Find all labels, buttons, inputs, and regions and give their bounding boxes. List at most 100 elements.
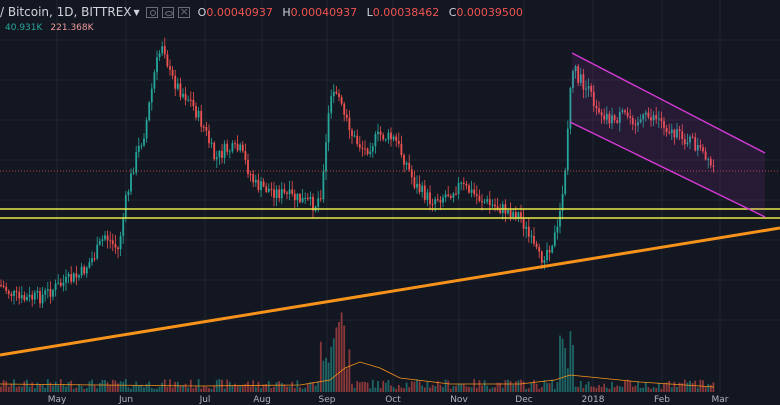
volume-bar [249, 386, 252, 392]
volume-bar [431, 384, 434, 392]
volume-bar [195, 386, 197, 392]
candle-body [247, 159, 249, 175]
volume-bar [291, 381, 294, 392]
ohlc-key: H [282, 5, 291, 19]
candle-body [327, 113, 330, 143]
volume-bar [361, 381, 364, 392]
candle-body [166, 54, 169, 67]
candle-body [124, 194, 127, 218]
candle-body [299, 194, 301, 203]
candle-body [455, 193, 457, 195]
trend-line[interactable] [0, 226, 780, 357]
volume-ma-line [0, 361, 715, 388]
volume-bar [140, 384, 143, 392]
volume-bar [457, 384, 460, 392]
volume-bar [254, 386, 257, 392]
candle-body [605, 113, 608, 120]
channel-upper-line[interactable] [571, 52, 766, 154]
volume-bar [566, 368, 569, 392]
volume-bar [49, 382, 52, 392]
volume-bar [678, 382, 681, 392]
candle-body [184, 93, 187, 101]
candle-body [111, 240, 114, 244]
candle-body [460, 182, 463, 184]
candlesticks [0, 37, 715, 308]
candle-body [49, 289, 52, 297]
chart-header: / Bitcoin, 1D, BITTREX ▼ O0.00040937 H0.… [0, 4, 529, 20]
candle-body [709, 158, 712, 166]
eye-icon[interactable] [161, 6, 174, 18]
volume-bar [462, 383, 465, 392]
candle-body [507, 210, 509, 214]
settings-icon[interactable] [145, 6, 158, 18]
candle-body [366, 148, 369, 155]
volume-bar [132, 385, 135, 392]
volume-bar [301, 388, 304, 392]
candle-body [660, 118, 663, 122]
candle-body [0, 285, 2, 286]
volume-bar [104, 380, 106, 392]
candle-body [2, 285, 5, 287]
volume-bar [322, 360, 325, 392]
volume-bar [561, 338, 564, 392]
volume-bar [403, 388, 405, 392]
volume-bar [496, 382, 499, 392]
candle-body [639, 119, 642, 123]
candle-body [564, 170, 567, 194]
candle-body [309, 196, 312, 200]
volume-bar [670, 387, 673, 392]
candle-body [392, 136, 395, 140]
volume-bar [595, 387, 598, 392]
volume-bar [83, 388, 86, 392]
channel-fill [570, 53, 765, 217]
channel-lower-line[interactable] [569, 121, 766, 218]
candle-body [78, 275, 80, 278]
volume-bar [267, 381, 270, 392]
candle-body [488, 199, 491, 206]
volume-bar [582, 387, 585, 392]
volume-bar [447, 380, 450, 392]
candle-body [548, 250, 551, 253]
candle-body [241, 144, 244, 152]
volume-bar [96, 388, 99, 392]
candle-body [23, 295, 26, 300]
candle-body [670, 129, 673, 134]
candle-body [119, 235, 122, 250]
candle-body [127, 191, 130, 195]
volume-bar [465, 386, 468, 392]
volume-bar [182, 385, 184, 392]
ohlc-key: C [448, 5, 457, 19]
volume-bar [278, 381, 281, 392]
candle-body [577, 66, 580, 83]
candle-body [348, 117, 351, 131]
volume-bar [548, 383, 551, 392]
close-icon[interactable] [177, 5, 190, 18]
volume-bar [72, 388, 75, 392]
volume-bar [371, 379, 374, 392]
candle-body [208, 130, 210, 144]
candle-body [335, 91, 338, 94]
candle-body [590, 86, 593, 92]
volume-bar [23, 381, 26, 392]
candle-body [478, 195, 481, 201]
candle-body [530, 235, 533, 237]
volume-bar [509, 381, 512, 392]
volume-bar [26, 379, 28, 392]
volume-bar [345, 368, 348, 392]
chevron-down-icon[interactable]: ▼ [133, 7, 140, 17]
symbol-label[interactable]: / Bitcoin, 1D, BITTREX [0, 5, 132, 19]
volume-bar [210, 388, 213, 392]
volume-bar [332, 338, 335, 392]
volume-bar [119, 381, 122, 392]
candle-body [236, 143, 239, 151]
candle-body [143, 138, 145, 146]
candle-body [631, 117, 634, 125]
volume-bar [153, 388, 156, 392]
volume-bar [494, 387, 496, 392]
volume-bar [156, 388, 158, 392]
volume-bar [397, 384, 400, 392]
volume-bar [652, 387, 655, 392]
candle-body [556, 226, 559, 233]
candle-body [44, 290, 47, 295]
